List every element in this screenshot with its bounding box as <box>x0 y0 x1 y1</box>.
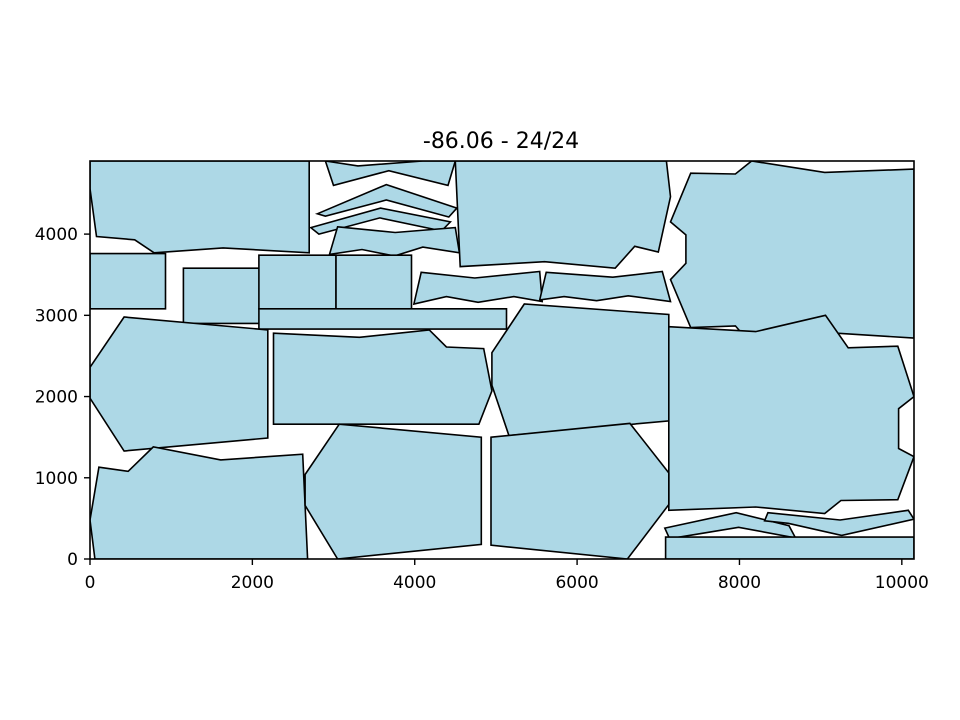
piece-top-chevron-2 <box>314 183 459 218</box>
piece-bottom-left-block <box>90 446 309 559</box>
piece-bottom-right-strip <box>664 536 914 559</box>
piece-mid-right-block <box>667 314 914 515</box>
piece-top-chevron-1 <box>324 161 457 187</box>
piece-rect-long <box>258 307 508 330</box>
y-tick-label: 3000 <box>35 306 78 326</box>
axes-frame <box>89 160 915 560</box>
y-tick-label: 0 <box>67 550 78 570</box>
x-tick-label: 10000 <box>875 573 929 593</box>
x-tick-label: 0 <box>85 573 96 593</box>
x-tick-label: 8000 <box>718 573 761 593</box>
y-tick-label: 1000 <box>35 469 78 489</box>
piece-mid-center-right <box>491 303 670 437</box>
piece-rect-mid-1 <box>258 254 337 310</box>
y-tick-label: 4000 <box>35 225 78 245</box>
piece-mid-bow-right <box>538 270 672 303</box>
piece-bottom-center-left <box>304 423 483 559</box>
pieces-layer <box>90 161 914 559</box>
piece-rect-mid-2 <box>335 254 413 310</box>
piece-top-chevron-4 <box>328 225 461 257</box>
piece-mid-bow-left <box>412 270 544 306</box>
piece-top-left-block <box>90 161 311 254</box>
x-tick-label: 6000 <box>555 573 598 593</box>
plot-title: -86.06 - 24/24 <box>423 129 579 154</box>
x-axis: 0 2000 4000 6000 8000 10000 <box>85 559 929 593</box>
piece-rect-left-2 <box>182 267 262 325</box>
piece-top-center-block <box>454 161 672 270</box>
y-axis: 0 1000 2000 3000 4000 <box>35 225 90 570</box>
piece-bottom-right-chevron <box>763 509 914 537</box>
piece-rect-left-1 <box>90 252 167 310</box>
x-tick-label: 4000 <box>393 573 436 593</box>
piece-mid-left-hex <box>90 316 269 452</box>
y-tick-label: 2000 <box>35 388 78 408</box>
piece-top-right-block <box>669 161 914 346</box>
x-tick-label: 2000 <box>231 573 274 593</box>
piece-bottom-center-right <box>490 422 670 559</box>
